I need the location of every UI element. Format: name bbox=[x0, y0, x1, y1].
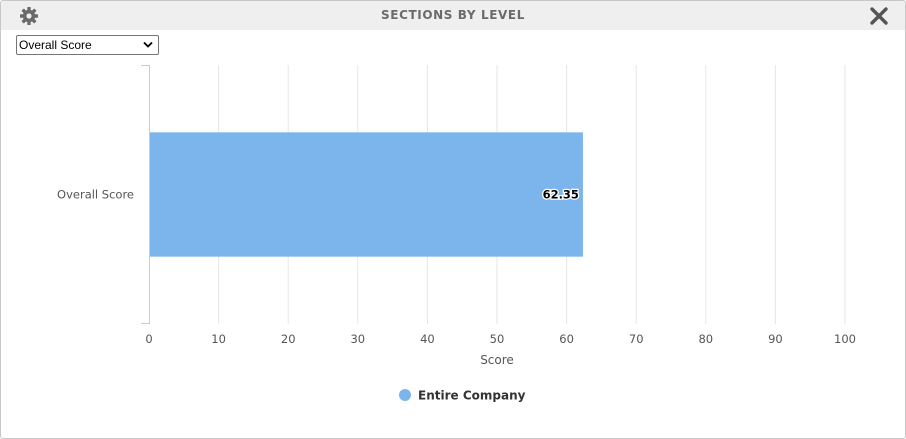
x-tick-label: 20 bbox=[281, 332, 296, 346]
panel-header: SECTIONS BY LEVEL bbox=[1, 1, 905, 30]
dropdown-selected-value: Overall Score bbox=[19, 38, 92, 52]
axes bbox=[141, 65, 150, 324]
bars bbox=[149, 132, 583, 257]
chevron-down-icon bbox=[143, 41, 153, 48]
x-axis-title: Score bbox=[480, 353, 514, 367]
panel-title: SECTIONS BY LEVEL bbox=[381, 8, 525, 22]
x-tick-label: 10 bbox=[211, 332, 226, 346]
legend-label: Entire Company bbox=[418, 389, 526, 403]
x-tick-label: 70 bbox=[629, 332, 644, 346]
x-tick-label: 50 bbox=[490, 332, 505, 346]
close-icon[interactable] bbox=[869, 6, 889, 26]
score-dropdown[interactable]: Overall Score bbox=[16, 35, 159, 55]
x-tick-label: 40 bbox=[420, 332, 435, 346]
legend-marker bbox=[399, 389, 411, 401]
legend: Entire Company bbox=[399, 389, 526, 403]
x-tick-label: 60 bbox=[559, 332, 574, 346]
x-tick-label: 100 bbox=[834, 332, 856, 346]
data-label: 62.35 bbox=[543, 188, 579, 202]
labels: 0 10 20 30 40 50 60 70 80 90 100 Overall Score 62.35… bbox=[57, 186, 856, 367]
x-tick-label: 30 bbox=[350, 332, 365, 346]
x-tick-label: 90 bbox=[768, 332, 783, 346]
x-tick-label: 80 bbox=[698, 332, 713, 346]
y-category-label: Overall Score bbox=[57, 188, 134, 202]
gear-icon[interactable] bbox=[19, 6, 39, 26]
x-tick-label: 0 bbox=[145, 332, 152, 346]
bar bbox=[149, 132, 583, 257]
